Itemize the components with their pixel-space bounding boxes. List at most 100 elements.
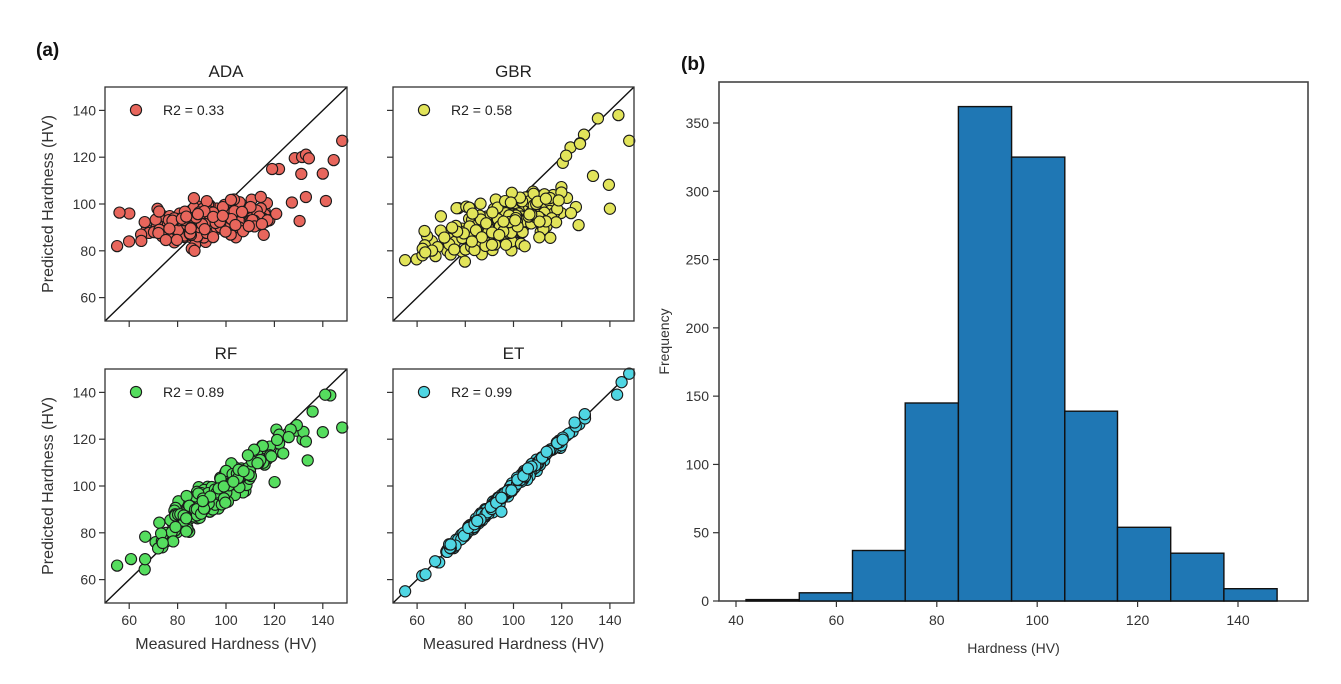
panel-a-label: (a)	[36, 40, 59, 61]
hist-bar	[798, 592, 854, 602]
subplot-title: ADA	[209, 62, 245, 81]
legend: R2 = 0.89	[129, 384, 224, 400]
scatter-point	[138, 215, 151, 229]
scatter-point	[295, 167, 308, 181]
scatter-point	[419, 568, 432, 581]
scatter-point	[257, 228, 270, 241]
scatter-point	[523, 208, 536, 221]
scatter-point	[184, 222, 197, 235]
y-tick-label: 120	[73, 149, 97, 165]
scatter-point	[418, 224, 431, 238]
subplot-title: ET	[503, 344, 525, 363]
scatter-point	[299, 435, 313, 448]
scatter-point	[254, 190, 267, 204]
scatter-point	[602, 178, 616, 191]
scatter-point	[603, 202, 617, 215]
scatter-point	[270, 433, 284, 447]
x-axis-label: Measured Hardness (HV)	[135, 636, 316, 653]
scatter-point	[336, 421, 349, 434]
scatter-point	[438, 231, 451, 244]
y-tick-label: 100	[73, 478, 97, 494]
legend: R2 = 0.58	[417, 102, 512, 118]
scatter-point	[122, 235, 136, 248]
y-tick-label: 0	[701, 593, 709, 609]
scatter-point	[448, 243, 461, 256]
scatter-point	[610, 388, 624, 401]
x-tick-label: 120	[1126, 612, 1150, 628]
scatter-point	[302, 152, 316, 165]
hist-bar	[1010, 156, 1066, 602]
x-tick-label: 140	[1226, 612, 1250, 628]
scatter-point	[485, 238, 499, 251]
histogram-panel: 40 60 80 100 120 140 0 50 100 150 200 250 300 350 Hard…	[656, 81, 1309, 656]
y-tick-label: 50	[693, 525, 709, 541]
scatter-point	[509, 214, 522, 227]
scatter-point	[180, 210, 193, 223]
scatter-panel-rf: RF 60 80 100 120 140 60 80 100 120 140 Measured Har…	[40, 344, 349, 653]
scatter-point	[495, 491, 508, 504]
scatter-point	[533, 231, 546, 244]
scatter-point	[113, 206, 126, 219]
scatter-point	[124, 552, 138, 566]
y-tick-label: 200	[686, 320, 710, 336]
scatter-point	[578, 408, 591, 421]
x-tick-label: 60	[829, 612, 845, 628]
hist-bar	[1064, 410, 1119, 602]
scatter-point	[152, 205, 166, 218]
scatter-point	[200, 195, 213, 208]
scatter-panel-gbr: GBR R2 = 0.58	[387, 62, 636, 327]
scatter-point	[237, 465, 250, 478]
scatter-point	[180, 512, 193, 525]
legend: R2 = 0.99	[417, 384, 512, 400]
y-tick-label: 60	[80, 290, 96, 306]
legend-text: R2 = 0.58	[451, 102, 512, 118]
scatter-point	[219, 225, 232, 238]
legend-text: R2 = 0.33	[163, 102, 224, 118]
hist-bar	[904, 402, 960, 602]
scatter-point	[445, 221, 459, 234]
scatter-point	[398, 585, 412, 598]
subplot-title: RF	[215, 344, 238, 363]
x-tick-label: 80	[170, 612, 186, 628]
scatter-point	[167, 535, 180, 548]
hist-bar	[1223, 588, 1278, 602]
scatter-point	[419, 246, 432, 259]
scatter-point	[206, 230, 220, 244]
legend-text: R2 = 0.89	[163, 384, 224, 400]
y-tick-label: 100	[686, 456, 710, 472]
y-tick-label: 250	[686, 252, 710, 268]
scatter-points	[398, 108, 636, 268]
scatter-point	[586, 169, 600, 183]
scatter-point	[306, 405, 319, 418]
scatter-point	[559, 149, 573, 162]
scatter-point	[229, 218, 242, 232]
legend-text: R2 = 0.99	[451, 384, 512, 400]
scatter-point	[219, 496, 232, 509]
legend-marker	[129, 385, 143, 399]
scatter-point	[227, 475, 240, 488]
y-tick-label: 80	[80, 243, 96, 259]
scatter-point	[533, 215, 546, 228]
subplot-title: GBR	[495, 62, 532, 81]
scatter-point	[293, 214, 306, 228]
scatter-point	[495, 505, 508, 518]
scatter-point	[428, 555, 442, 568]
scatter-point	[497, 215, 510, 228]
scatter-point	[265, 162, 279, 176]
legend: R2 = 0.33	[129, 102, 224, 118]
hist-bar	[851, 549, 906, 602]
scatter-point	[255, 217, 269, 231]
scatter-point	[615, 376, 628, 389]
scatter-point	[268, 475, 281, 489]
scatter-point	[138, 563, 151, 576]
x-tick-label: 140	[598, 612, 622, 628]
y-tick-label: 120	[73, 431, 97, 447]
x-tick-label: 140	[311, 612, 335, 628]
scatter-point	[398, 254, 412, 267]
scatter-point	[549, 216, 563, 229]
x-tick-label: 100	[1026, 612, 1050, 628]
scatter-point	[505, 484, 518, 497]
y-tick-label: 140	[73, 102, 97, 118]
